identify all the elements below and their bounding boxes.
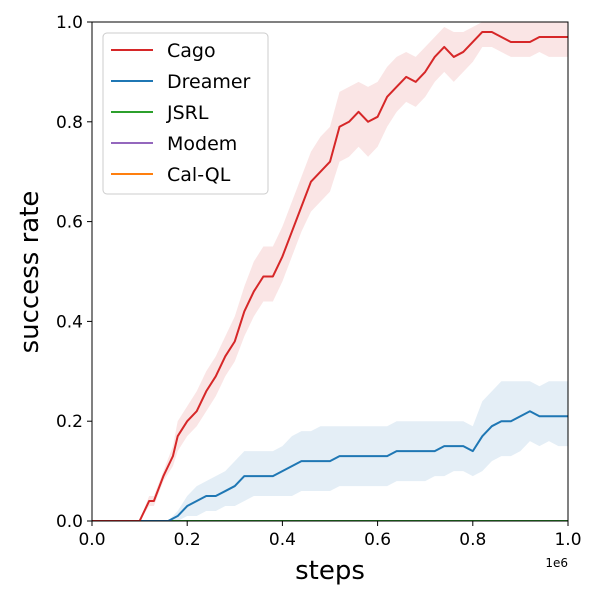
y-tick-label: 0.8 xyxy=(56,113,83,133)
legend-label-cal-ql: Cal-QL xyxy=(167,164,231,186)
y-tick-label: 0.0 xyxy=(56,512,83,532)
x-ticks: 0.0 0.2 0.4 0.6 0.8 1.0 xyxy=(78,521,582,550)
legend-box xyxy=(102,32,269,195)
y-axis-title: success rate xyxy=(15,191,45,354)
x-tick-label: 0.6 xyxy=(364,530,391,550)
y-tick-label: 0.4 xyxy=(56,312,83,332)
band-dreamer xyxy=(92,381,568,521)
line-dreamer xyxy=(92,410,568,521)
plot-area xyxy=(92,22,568,521)
x-tick-label: 1.0 xyxy=(554,530,581,550)
legend-label-dreamer: Dreamer xyxy=(167,71,251,93)
band-cago xyxy=(92,22,568,521)
x-axis-title: steps xyxy=(295,556,365,586)
y-tick-label: 1.0 xyxy=(56,13,83,33)
axes-frame xyxy=(91,21,569,522)
x-tick-label: 0.2 xyxy=(174,530,201,550)
x-tick-label: 0.0 xyxy=(78,530,105,550)
y-tick-label: 0.2 xyxy=(56,412,83,432)
line-cago xyxy=(92,30,568,521)
legend: Cago Dreamer JSRL Modem Cal-QL xyxy=(102,32,269,195)
x-tick-label: 0.4 xyxy=(269,530,296,550)
y-tick-label: 0.6 xyxy=(56,213,83,233)
legend-label-jsrl: JSRL xyxy=(166,102,209,124)
legend-label-cago: Cago xyxy=(167,40,216,62)
y-ticks: 0.0 0.2 0.4 0.6 0.8 1.0 xyxy=(56,13,92,532)
legend-label-modem: Modem xyxy=(167,133,237,155)
x-offset-label: 1e6 xyxy=(545,556,568,570)
x-tick-label: 0.8 xyxy=(459,530,486,550)
